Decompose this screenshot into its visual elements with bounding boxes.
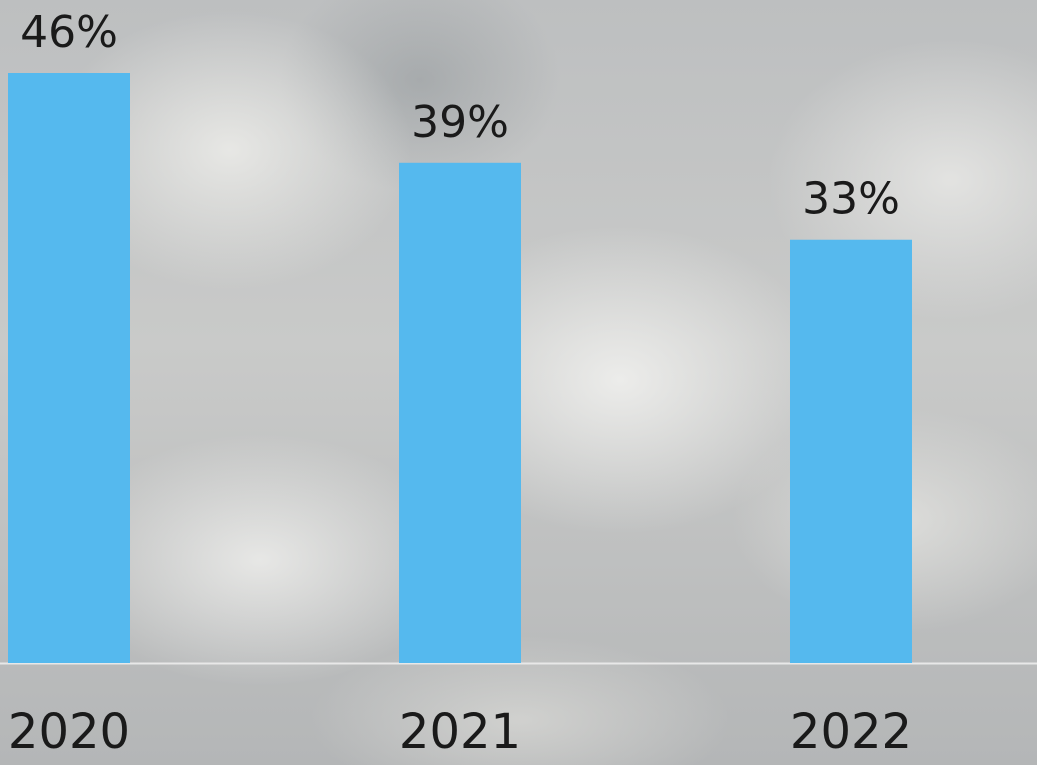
value-label: 39% <box>411 97 509 148</box>
x-tick-label: 2022 <box>790 704 912 760</box>
bar <box>399 162 521 664</box>
x-tick-label: 2021 <box>399 704 521 760</box>
bar <box>8 73 130 663</box>
value-label: 33% <box>802 174 900 225</box>
x-tick-label: 2020 <box>8 704 130 760</box>
bar <box>790 239 912 663</box>
value-label: 46% <box>20 7 118 58</box>
